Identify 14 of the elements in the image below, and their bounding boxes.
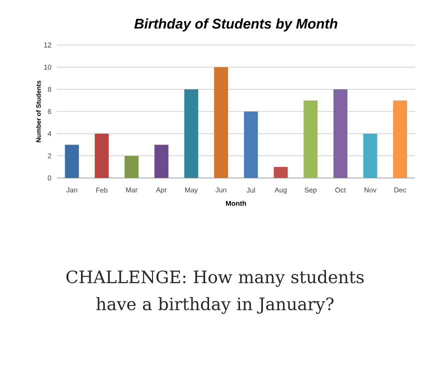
bar	[124, 156, 139, 178]
bar	[333, 89, 348, 178]
bar	[244, 111, 258, 178]
bar	[184, 89, 198, 178]
bar	[154, 144, 168, 178]
bar	[304, 100, 318, 178]
bar	[94, 134, 109, 178]
bar	[64, 144, 79, 178]
text: CHALLENGE: How many students have a birthday in January?	[66, 270, 364, 314]
bar	[393, 100, 408, 178]
bar	[214, 67, 228, 178]
bar	[363, 134, 378, 178]
chart-title: Birthday of Students by Month	[134, 18, 338, 32]
bar	[274, 166, 288, 178]
